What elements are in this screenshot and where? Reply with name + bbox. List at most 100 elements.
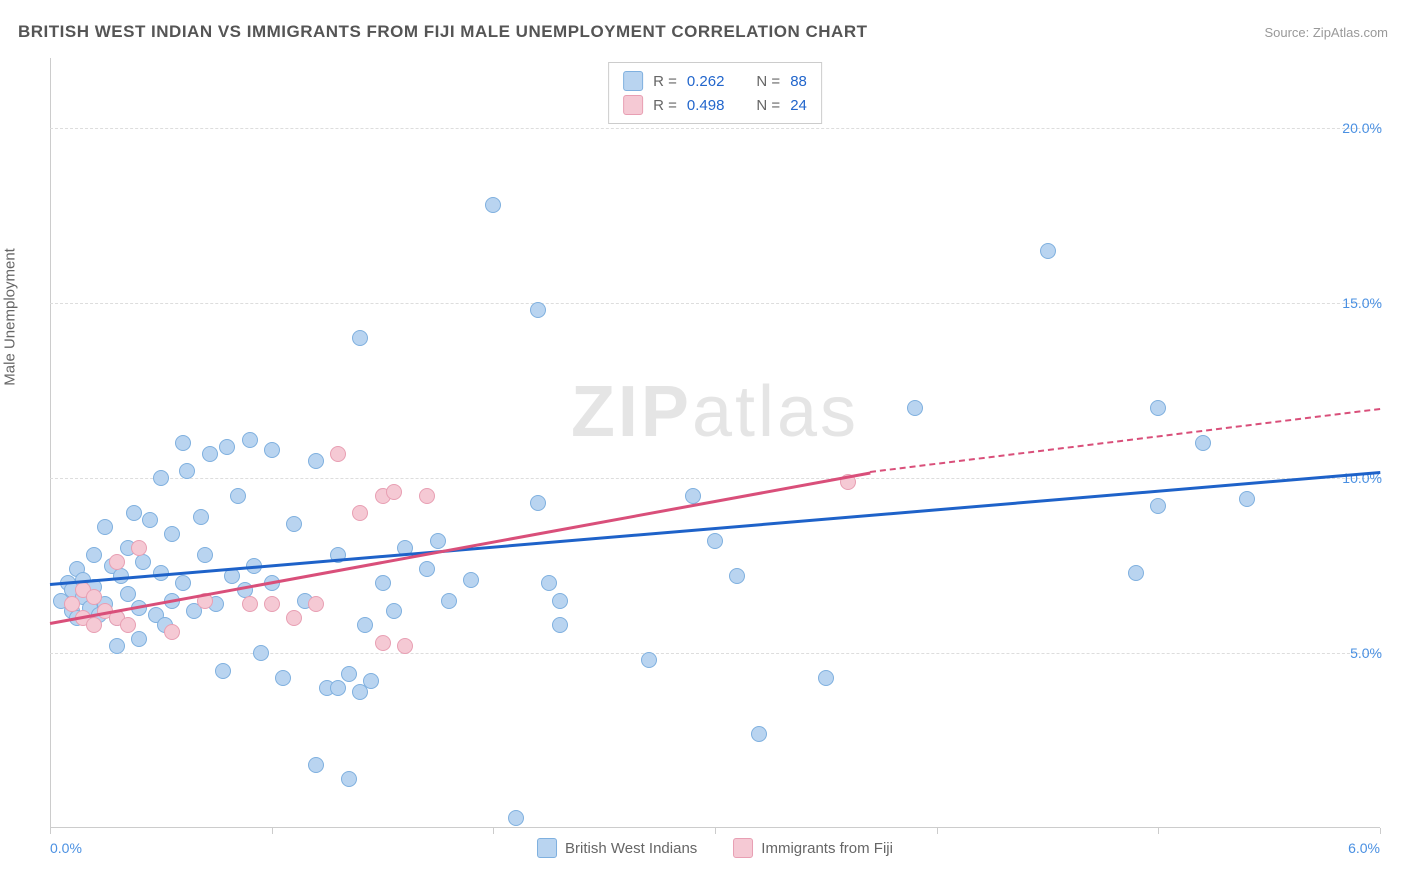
chart-plot-area: ZIPatlas 5.0%10.0%15.0%20.0% 0.0%6.0% R … (50, 58, 1380, 828)
data-point-fiji (330, 446, 346, 462)
data-point-bwi (1150, 498, 1166, 514)
data-point-bwi (275, 670, 291, 686)
legend-item-fiji: Immigrants from Fiji (733, 838, 893, 858)
trend-line (50, 471, 1380, 586)
data-point-bwi (375, 575, 391, 591)
data-point-bwi (179, 463, 195, 479)
data-point-fiji (120, 617, 136, 633)
data-point-bwi (1239, 491, 1255, 507)
legend-label-bwi: British West Indians (565, 840, 697, 857)
trend-line (870, 408, 1380, 473)
data-point-bwi (552, 617, 568, 633)
legend-label-fiji: Immigrants from Fiji (761, 840, 893, 857)
data-point-bwi (219, 439, 235, 455)
series-legend: British West Indians Immigrants from Fij… (537, 838, 893, 858)
data-point-bwi (751, 726, 767, 742)
data-point-fiji (131, 540, 147, 556)
data-point-bwi (363, 673, 379, 689)
data-point-bwi (419, 561, 435, 577)
data-point-bwi (907, 400, 923, 416)
r-label: R = (653, 73, 677, 90)
legend-row-bwi: R = 0.262 N = 88 (623, 69, 807, 93)
r-value-bwi: 0.262 (687, 73, 725, 90)
data-point-bwi (707, 533, 723, 549)
n-label: N = (756, 73, 780, 90)
data-point-bwi (197, 547, 213, 563)
data-point-bwi (729, 568, 745, 584)
data-point-bwi (357, 617, 373, 633)
data-point-bwi (1150, 400, 1166, 416)
legend-swatch-fiji (623, 95, 643, 115)
data-point-fiji (352, 505, 368, 521)
data-point-bwi (552, 593, 568, 609)
chart-title: BRITISH WEST INDIAN VS IMMIGRANTS FROM F… (18, 22, 868, 42)
data-point-fiji (386, 484, 402, 500)
y-axis-label: Male Unemployment (2, 248, 19, 386)
data-point-bwi (1040, 243, 1056, 259)
data-point-bwi (685, 488, 701, 504)
data-point-bwi (253, 645, 269, 661)
data-point-bwi (86, 547, 102, 563)
y-tick-label: 20.0% (1342, 120, 1382, 136)
x-tick-label-right: 6.0% (1348, 840, 1380, 856)
n-value-bwi: 88 (790, 73, 807, 90)
r-label: R = (653, 97, 677, 114)
data-point-bwi (242, 432, 258, 448)
data-point-fiji (286, 610, 302, 626)
legend-swatch-bwi-icon (537, 838, 557, 858)
correlation-legend: R = 0.262 N = 88 R = 0.498 N = 24 (608, 62, 822, 124)
gridline-h (50, 128, 1380, 129)
data-point-bwi (441, 593, 457, 609)
data-point-bwi (97, 519, 113, 535)
data-point-bwi (352, 330, 368, 346)
data-point-bwi (341, 666, 357, 682)
data-point-bwi (430, 533, 446, 549)
data-point-bwi (131, 631, 147, 647)
data-point-bwi (641, 652, 657, 668)
data-point-fiji (86, 589, 102, 605)
y-tick-label: 15.0% (1342, 295, 1382, 311)
legend-swatch-bwi (623, 71, 643, 91)
x-tick-label-left: 0.0% (50, 840, 82, 856)
data-point-fiji (419, 488, 435, 504)
gridline-h (50, 303, 1380, 304)
data-point-fiji (86, 617, 102, 633)
data-point-fiji (397, 638, 413, 654)
data-point-bwi (541, 575, 557, 591)
x-tick-mark (272, 828, 273, 834)
y-axis-line (50, 58, 51, 828)
data-point-bwi (142, 512, 158, 528)
n-label: N = (756, 97, 780, 114)
data-point-bwi (126, 505, 142, 521)
data-point-bwi (341, 771, 357, 787)
legend-item-bwi: British West Indians (537, 838, 697, 858)
data-point-bwi (215, 663, 231, 679)
data-point-bwi (175, 435, 191, 451)
data-point-fiji (164, 624, 180, 640)
source-attribution: Source: ZipAtlas.com (1264, 25, 1388, 40)
data-point-bwi (308, 757, 324, 773)
data-point-bwi (463, 572, 479, 588)
n-value-fiji: 24 (790, 97, 807, 114)
data-point-bwi (818, 670, 834, 686)
x-tick-mark (493, 828, 494, 834)
y-tick-label: 5.0% (1350, 645, 1382, 661)
data-point-fiji (109, 554, 125, 570)
data-point-bwi (1195, 435, 1211, 451)
data-point-bwi (264, 442, 280, 458)
gridline-h (50, 478, 1380, 479)
legend-swatch-fiji-icon (733, 838, 753, 858)
data-point-fiji (264, 596, 280, 612)
x-tick-mark (1158, 828, 1159, 834)
data-point-bwi (530, 302, 546, 318)
data-point-fiji (242, 596, 258, 612)
data-point-bwi (308, 453, 324, 469)
data-point-fiji (64, 596, 80, 612)
data-point-bwi (120, 586, 136, 602)
gridline-h (50, 653, 1380, 654)
data-point-fiji (308, 596, 324, 612)
x-tick-mark (937, 828, 938, 834)
data-point-bwi (286, 516, 302, 532)
r-value-fiji: 0.498 (687, 97, 725, 114)
data-point-bwi (193, 509, 209, 525)
